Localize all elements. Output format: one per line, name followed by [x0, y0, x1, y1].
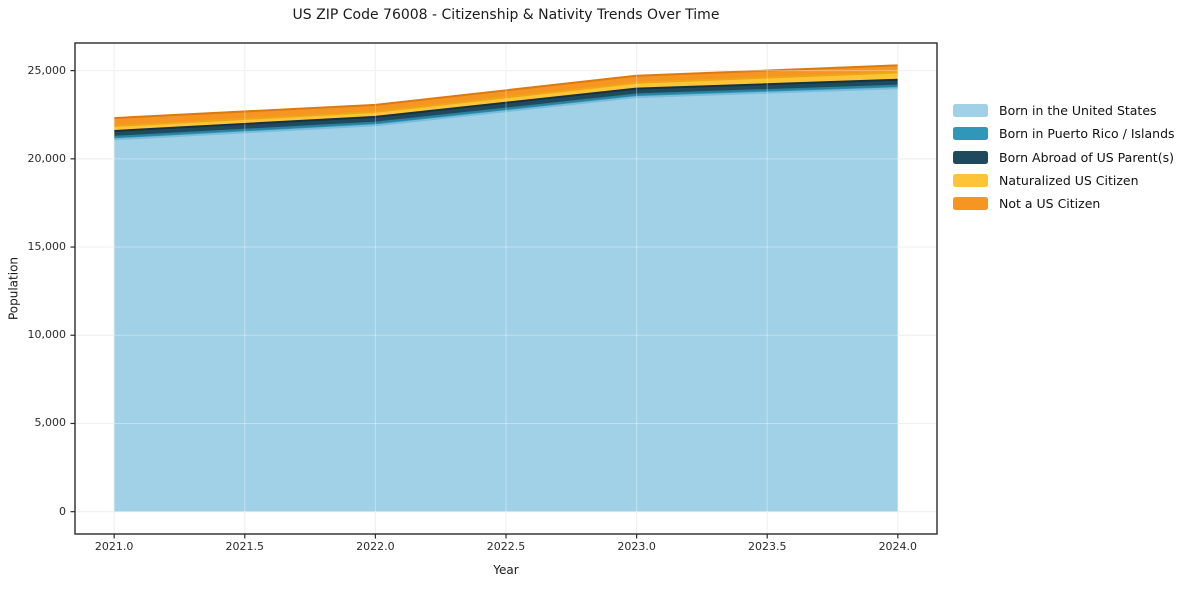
area-born-in-puerto-rico-islands — [114, 85, 898, 140]
area-not-a-us-citizen — [114, 65, 898, 127]
y-tick-label: 0 — [59, 504, 66, 518]
x-axis-label: Year — [493, 563, 519, 577]
y-tick-label: 25,000 — [27, 63, 67, 77]
legend-label: Born in Puerto Rico / Islands — [999, 126, 1175, 142]
x-tick-label: 2022.0 — [356, 540, 395, 553]
x-tick-label: 2021.5 — [225, 540, 265, 553]
x-tick-label: 2024.0 — [878, 540, 918, 553]
legend-item: Born in the United States — [953, 103, 1175, 118]
legend-item: Born Abroad of US Parent(s) — [953, 149, 1175, 165]
y-tick-label: 5,000 — [34, 416, 67, 430]
legend: Born in the United States Born in Puerto … — [953, 103, 1175, 212]
x-tick-label: 2023.5 — [747, 540, 787, 553]
boundary-line-born-in-puerto-rico-islands — [114, 84, 898, 138]
legend-item: Naturalized US Citizen — [953, 172, 1175, 188]
legend-item: Not a US Citizen — [953, 196, 1175, 212]
legend-swatch — [953, 127, 988, 141]
legend-label: Born in the United States — [999, 103, 1157, 118]
legend-swatch — [953, 150, 988, 164]
boundary-line-naturalized-us-citizen — [114, 71, 898, 128]
boundary-line-born-in-the-united-states — [114, 87, 898, 141]
legend-label: Naturalized US Citizen — [999, 172, 1139, 188]
x-tick-label: 2022.5 — [486, 540, 526, 553]
boundary-line-born-abroad-of-us-parent-s- — [114, 78, 898, 132]
x-tick-label: 2021.0 — [94, 540, 134, 553]
y-axis-label: Population — [6, 256, 21, 321]
y-tick-label: 15,000 — [27, 240, 67, 254]
legend-swatch — [953, 104, 988, 117]
legend-item: Born in Puerto Rico / Islands — [953, 126, 1175, 142]
area-born-in-the-united-states — [114, 88, 898, 512]
boundary-line-not-a-us-citizen — [114, 64, 898, 120]
y-tick-label: 20,000 — [27, 151, 67, 165]
y-tick-label: 10,000 — [27, 328, 67, 342]
chart-title: US ZIP Code 76008 - Citizenship & Nativi… — [292, 7, 720, 23]
legend-label: Not a US Citizen — [999, 196, 1101, 212]
legend-label: Born Abroad of US Parent(s) — [999, 149, 1174, 165]
legend-swatch — [953, 197, 988, 211]
legend-swatch — [953, 173, 988, 187]
x-tick-label: 2023.0 — [617, 540, 656, 553]
